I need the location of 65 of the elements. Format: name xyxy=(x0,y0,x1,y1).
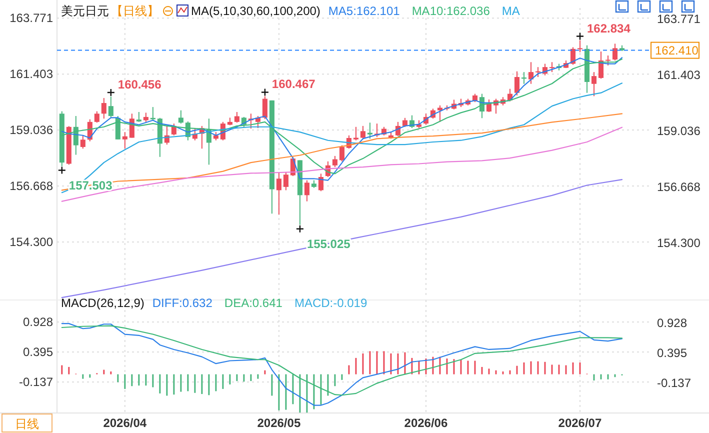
candlestick xyxy=(528,62,534,84)
candlestick xyxy=(178,110,184,124)
candlestick xyxy=(115,116,120,140)
annotation: 162.834 xyxy=(586,21,631,36)
y-tick-label: -0.137 xyxy=(18,375,54,390)
y-tick-label: 161.403 xyxy=(10,67,54,82)
y2-tick-label: 161.403 xyxy=(657,68,701,82)
text: MA xyxy=(502,4,520,18)
candlestick xyxy=(122,132,128,150)
y2-tick-label: 0.928 xyxy=(657,316,688,330)
y2-tick-label: -0.137 xyxy=(657,376,692,390)
line-series xyxy=(61,179,623,298)
candlestick xyxy=(437,104,442,122)
candlestick xyxy=(283,172,288,191)
y2-tick-label: 154.300 xyxy=(657,236,701,250)
y-tick-label: 163.771 xyxy=(10,11,54,26)
candlestick xyxy=(143,112,148,122)
candlestick xyxy=(535,66,540,78)
candlestick xyxy=(150,106,156,121)
candlestick xyxy=(360,125,366,140)
candlestick xyxy=(332,155,338,168)
candlestick xyxy=(136,111,142,122)
candlestick xyxy=(94,110,100,124)
candlestick xyxy=(605,55,611,66)
text: DIFF:0.632 xyxy=(152,296,213,310)
y-tick-label: 0.928 xyxy=(22,314,54,329)
candlestick xyxy=(514,70,520,96)
y-tick-label: 154.300 xyxy=(10,234,54,249)
text: DEA:0.641 xyxy=(224,296,283,310)
candlestick xyxy=(234,111,240,124)
candlestick xyxy=(304,180,310,202)
x-tick-label: 2026/07 xyxy=(558,416,602,430)
candlestick xyxy=(276,172,282,216)
y-tick-label: 156.668 xyxy=(10,179,54,194)
candlestick xyxy=(101,98,106,120)
candlestick xyxy=(339,144,344,162)
chart-title: 美元日元 xyxy=(61,4,109,18)
annotation: MACD:-0.019 xyxy=(294,296,368,310)
text: MA5:162.101 xyxy=(328,4,400,18)
y2-tick-label: 0.395 xyxy=(657,346,688,360)
y2-tick-label: 159.036 xyxy=(657,124,701,138)
x-tick-label: 2026/04 xyxy=(103,416,147,430)
annotation: 160.467 xyxy=(272,77,316,92)
line-series xyxy=(61,113,623,191)
legend-title: MA(5,10,30,60,100,200) xyxy=(191,4,320,18)
y-tick-label: 159.036 xyxy=(10,123,54,138)
legend-title: MACD(26,12,9) xyxy=(61,296,144,310)
candlestick xyxy=(80,134,86,150)
chart-subtitle: 【日线】 xyxy=(111,4,159,18)
y2-tick-label: 156.668 xyxy=(657,180,701,194)
candlestick xyxy=(486,98,492,112)
x-tick-label: 2026/06 xyxy=(404,416,448,430)
annotation: 160.456 xyxy=(118,77,162,92)
candlestick xyxy=(367,122,372,140)
candlestick xyxy=(549,62,555,73)
y2-tick-label: 163.771 xyxy=(657,12,701,26)
text: MA10:162.036 xyxy=(412,4,490,18)
candlestick xyxy=(353,126,358,141)
y-tick-label: 0.395 xyxy=(22,345,54,360)
candlestick xyxy=(591,72,597,97)
text: 日线 xyxy=(15,417,39,431)
x-tick-label: 2026/05 xyxy=(257,416,301,430)
line-series xyxy=(61,126,623,202)
candlestick xyxy=(612,43,618,61)
ref-line-label: 162.410 xyxy=(655,43,699,58)
